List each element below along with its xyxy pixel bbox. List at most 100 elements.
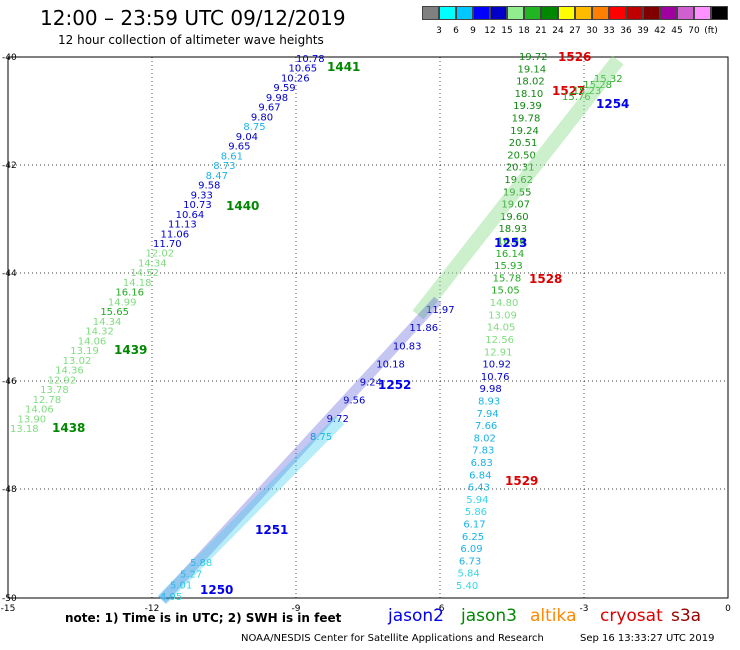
- wave-height-label: 9.59: [273, 83, 295, 94]
- color-scale-label: 24: [552, 26, 564, 36]
- legend-s3a: s3a: [671, 606, 702, 626]
- wave-height-label: 9.67: [258, 103, 280, 114]
- color-scale-label: 3: [436, 26, 442, 36]
- wave-height-label: 11.86: [409, 323, 438, 334]
- wave-height-label: 20.50: [507, 150, 536, 161]
- wave-height-label: 15.05: [491, 286, 520, 297]
- track-id-label: 1253: [494, 236, 527, 250]
- wave-height-label: 11.13: [168, 220, 197, 231]
- color-swatch: [422, 6, 439, 20]
- x-tick-label: -3: [580, 604, 589, 614]
- track-id-label: 1250: [200, 583, 233, 597]
- color-scale-label: 30: [586, 26, 598, 36]
- wave-height-label: 10.64: [176, 210, 205, 221]
- wave-height-label: 9.65: [228, 142, 250, 153]
- jason2-track-band-low: [157, 415, 345, 605]
- legend-altika: altika: [530, 606, 577, 626]
- track-id-label: 1441: [327, 60, 360, 74]
- color-scale-label: 12: [484, 26, 496, 36]
- wave-height-label: 5.01: [170, 581, 192, 592]
- wave-height-label: 6.43: [468, 483, 490, 494]
- wave-height-label: 5.40: [456, 581, 478, 592]
- wave-height-label: 16.16: [115, 288, 144, 299]
- color-scale-label: 42: [654, 26, 666, 36]
- color-swatch: [677, 6, 694, 20]
- wave-height-label: 5.84: [457, 569, 479, 580]
- x-tick-label: -6: [436, 604, 445, 614]
- wave-height-label: 7.66: [475, 421, 497, 432]
- wave-height-label: 8.73: [213, 161, 235, 172]
- wave-height-label: 15.93: [494, 261, 523, 272]
- wave-height-label: 19.07: [501, 200, 530, 211]
- wave-height-label: 13.02: [63, 356, 92, 367]
- wave-height-label: 5.94: [466, 495, 488, 506]
- color-swatch: [626, 6, 643, 20]
- wave-height-label: 9.80: [251, 112, 273, 123]
- color-scale-label: 27: [569, 26, 581, 36]
- wave-height-label: 7.83: [472, 446, 494, 457]
- y-tick-label: -40: [2, 53, 17, 63]
- color-swatch: [575, 6, 592, 20]
- color-scale-label: 9: [470, 26, 476, 36]
- wave-height-label: 14.99: [108, 297, 137, 308]
- wave-height-label: 9.04: [236, 132, 258, 143]
- wave-height-label: 13.90: [18, 414, 47, 425]
- wave-height-label: 9.58: [198, 181, 220, 192]
- wave-height-label: 13.19: [70, 346, 99, 357]
- wave-height-label: 19.24: [510, 126, 539, 137]
- wave-height-label: 11.70: [153, 239, 182, 250]
- color-swatch: [541, 6, 558, 20]
- color-scale-label: 70: [688, 26, 700, 36]
- color-scale-label: (ft): [704, 26, 718, 36]
- track-id-label: 1529: [505, 474, 538, 488]
- color-scale-label: 15: [501, 26, 513, 36]
- wave-height-label: 20.31: [506, 163, 535, 174]
- wave-height-label: 5.86: [465, 507, 487, 518]
- wave-height-label: 15.65: [100, 307, 129, 318]
- wave-height-label: 14.36: [55, 366, 84, 377]
- y-tick-label: -44: [2, 269, 17, 279]
- wave-height-label: 6.84: [469, 470, 491, 481]
- wave-height-label: 6.25: [462, 532, 484, 543]
- wave-height-label: 6.09: [460, 544, 482, 555]
- map-frame: [7, 56, 729, 599]
- wave-height-label: 12.92: [48, 375, 77, 386]
- wave-height-label: 14.05: [487, 323, 516, 334]
- wave-height-label: 14.52: [130, 268, 159, 279]
- wave-height-label: 8.93: [478, 396, 500, 407]
- track-id-label: 1439: [114, 343, 147, 357]
- wave-height-label: 9.98: [266, 93, 288, 104]
- color-swatch: [694, 6, 711, 20]
- color-swatch: [439, 6, 456, 20]
- wave-height-label: 10.76: [481, 372, 510, 383]
- y-tick-label: -46: [2, 377, 17, 387]
- page-title: 12:00 – 23:59 UTC 09/12/2019: [40, 6, 346, 30]
- map-grid: [7, 56, 729, 599]
- wave-height-label: 14.80: [490, 298, 519, 309]
- wave-height-label: 6.17: [463, 519, 485, 530]
- axis-ticks: -15 -12 -9 -6 -3 0 -40 -42 -44 -46 -48 -50: [1, 53, 731, 614]
- color-swatch: [490, 6, 507, 20]
- track-id-label: 1528: [529, 272, 562, 286]
- color-scale-label: 45: [671, 26, 683, 36]
- wave-height-label: 12.02: [145, 249, 174, 260]
- wave-height-label: 5.88: [190, 558, 212, 569]
- legend-jason2: jason2: [388, 606, 444, 626]
- wave-height-label: 18.10: [515, 89, 544, 100]
- generated-timestamp: Sep 16 13:33:27 UTC 2019: [580, 633, 715, 644]
- wave-height-label: 19.14: [518, 64, 547, 75]
- wave-height-label: 8.47: [206, 171, 228, 182]
- track-id-label: 1438: [52, 421, 85, 435]
- track-id-label: 1251: [255, 523, 288, 537]
- wave-height-label: 19.78: [512, 114, 541, 125]
- wave-height-label: 14.32: [85, 327, 114, 338]
- color-scale-label: 36: [620, 26, 632, 36]
- wave-height-label: 10.26: [281, 73, 310, 84]
- color-scale-label: 6: [453, 26, 459, 36]
- legend-cryosat: cryosat: [600, 606, 663, 626]
- wave-height-label: 14.06: [78, 336, 107, 347]
- wave-height-label: 16.56: [497, 237, 526, 248]
- wave-height-label: 18.93: [498, 224, 527, 235]
- wave-height-label: 20.51: [509, 138, 538, 149]
